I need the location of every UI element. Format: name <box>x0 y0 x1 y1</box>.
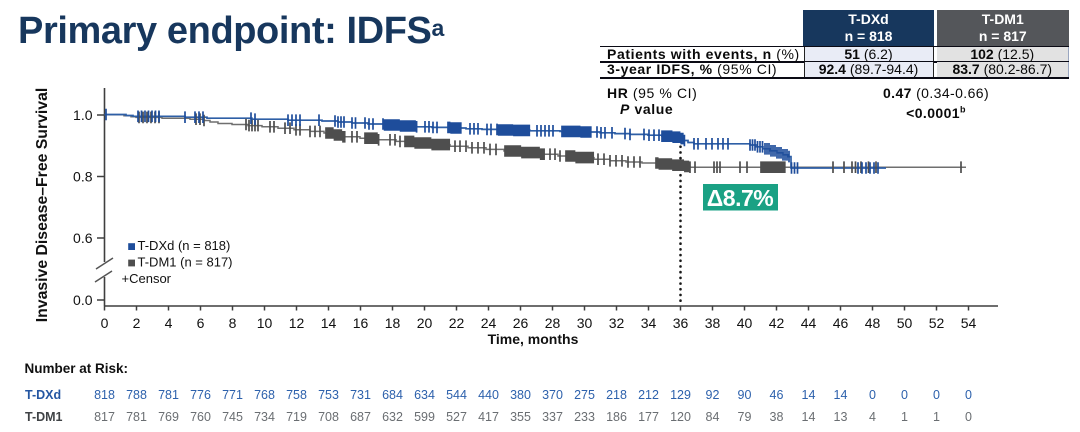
svg-text:0: 0 <box>101 315 109 331</box>
svg-text:186: 186 <box>606 410 627 424</box>
svg-text:355: 355 <box>510 410 531 424</box>
svg-text:0: 0 <box>933 388 940 402</box>
svg-text:771: 771 <box>222 388 243 402</box>
svg-text:22: 22 <box>449 315 465 331</box>
svg-text:177: 177 <box>638 410 659 424</box>
svg-text:776: 776 <box>190 388 211 402</box>
svg-text:36: 36 <box>673 315 689 331</box>
svg-text:0.8: 0.8 <box>73 169 93 185</box>
svg-text:2: 2 <box>133 315 141 331</box>
svg-text:758: 758 <box>286 388 307 402</box>
svg-text:1.0: 1.0 <box>73 107 93 123</box>
svg-text:0: 0 <box>965 410 972 424</box>
svg-text:48: 48 <box>865 315 881 331</box>
svg-text:84: 84 <box>706 410 720 424</box>
svg-text:544: 544 <box>446 388 467 402</box>
svg-text:32: 32 <box>609 315 625 331</box>
svg-text:42: 42 <box>769 315 785 331</box>
svg-text:417: 417 <box>478 410 499 424</box>
svg-text:24: 24 <box>481 315 497 331</box>
svg-text:781: 781 <box>158 388 179 402</box>
svg-text:16: 16 <box>353 315 369 331</box>
svg-text:38: 38 <box>770 410 784 424</box>
svg-text:734: 734 <box>254 410 275 424</box>
svg-text:79: 79 <box>738 410 752 424</box>
svg-text:4: 4 <box>165 315 173 331</box>
svg-text:817: 817 <box>94 410 115 424</box>
svg-text:14: 14 <box>802 388 816 402</box>
svg-text:1: 1 <box>933 410 940 424</box>
svg-text:0: 0 <box>901 388 908 402</box>
svg-text:T-DM1 (n = 817): T-DM1 (n = 817) <box>138 255 233 270</box>
svg-text:12: 12 <box>289 315 305 331</box>
svg-text:781: 781 <box>126 410 147 424</box>
svg-text:0: 0 <box>869 388 876 402</box>
svg-text:440: 440 <box>478 388 499 402</box>
svg-text:52: 52 <box>929 315 945 331</box>
svg-text:Invasive Disease–Free Survival: Invasive Disease–Free Survival <box>34 88 51 322</box>
svg-text:1: 1 <box>901 410 908 424</box>
svg-text:T-DXd (n = 818): T-DXd (n = 818) <box>138 238 231 253</box>
svg-text:745: 745 <box>222 410 243 424</box>
svg-text:92: 92 <box>706 388 720 402</box>
svg-text:632: 632 <box>382 410 403 424</box>
svg-text:Number at Risk:: Number at Risk: <box>25 361 129 376</box>
svg-text:731: 731 <box>350 388 371 402</box>
svg-text:788: 788 <box>126 388 147 402</box>
svg-text:Δ8.7%: Δ8.7% <box>707 185 774 211</box>
svg-text:380: 380 <box>510 388 531 402</box>
svg-text:38: 38 <box>705 315 721 331</box>
svg-text:212: 212 <box>638 388 659 402</box>
svg-text:44: 44 <box>801 315 817 331</box>
svg-text:26: 26 <box>513 315 529 331</box>
svg-text:760: 760 <box>190 410 211 424</box>
svg-text:687: 687 <box>350 410 371 424</box>
svg-text:14: 14 <box>802 410 816 424</box>
svg-text:684: 684 <box>382 388 403 402</box>
svg-text:818: 818 <box>94 388 115 402</box>
svg-text:719: 719 <box>286 410 307 424</box>
svg-text:40: 40 <box>737 315 753 331</box>
svg-text:54: 54 <box>961 315 977 331</box>
svg-text:14: 14 <box>834 388 848 402</box>
svg-text:T-DM1: T-DM1 <box>25 410 63 424</box>
svg-text:233: 233 <box>574 410 595 424</box>
svg-text:34: 34 <box>641 315 657 331</box>
svg-text:708: 708 <box>318 410 339 424</box>
svg-text:753: 753 <box>318 388 339 402</box>
svg-text:28: 28 <box>545 315 561 331</box>
svg-text:768: 768 <box>254 388 275 402</box>
svg-text:527: 527 <box>446 410 467 424</box>
svg-text:13: 13 <box>834 410 848 424</box>
svg-text:370: 370 <box>542 388 563 402</box>
svg-text:337: 337 <box>542 410 563 424</box>
svg-text:634: 634 <box>414 388 435 402</box>
svg-text:120: 120 <box>670 410 691 424</box>
svg-text:275: 275 <box>574 388 595 402</box>
svg-text:218: 218 <box>606 388 627 402</box>
svg-text:6: 6 <box>197 315 205 331</box>
svg-text:20: 20 <box>417 315 433 331</box>
svg-text:0.0: 0.0 <box>73 292 93 308</box>
svg-text:10: 10 <box>257 315 273 331</box>
svg-text:46: 46 <box>770 388 784 402</box>
svg-text:8: 8 <box>229 315 237 331</box>
svg-text:50: 50 <box>897 315 913 331</box>
svg-text:18: 18 <box>385 315 401 331</box>
svg-text:0: 0 <box>965 388 972 402</box>
svg-text:46: 46 <box>833 315 849 331</box>
svg-text:90: 90 <box>738 388 752 402</box>
svg-text:T-DXd: T-DXd <box>25 388 61 402</box>
svg-text:14: 14 <box>321 315 337 331</box>
svg-text:+Censor: +Censor <box>122 271 172 286</box>
svg-text:769: 769 <box>158 410 179 424</box>
svg-text:599: 599 <box>414 410 435 424</box>
svg-text:4: 4 <box>869 410 876 424</box>
svg-text:129: 129 <box>670 388 691 402</box>
svg-text:Time, months: Time, months <box>488 331 579 347</box>
svg-text:0.6: 0.6 <box>73 230 93 246</box>
svg-text:30: 30 <box>577 315 593 331</box>
